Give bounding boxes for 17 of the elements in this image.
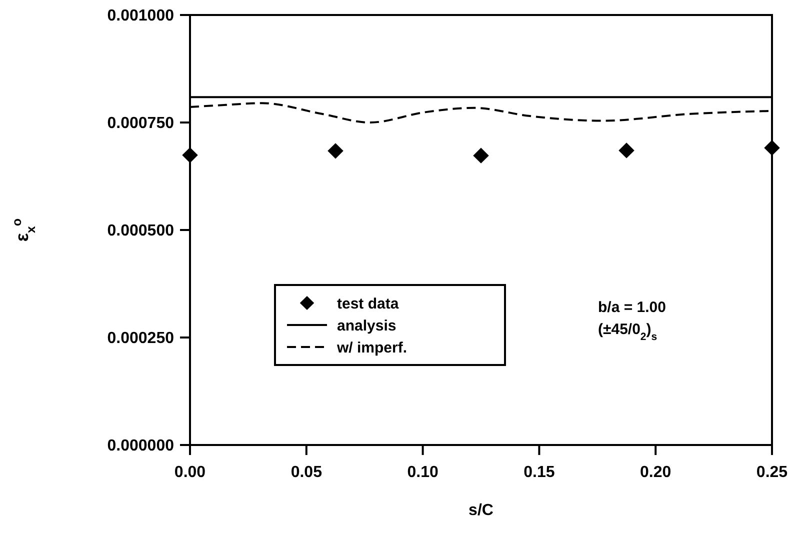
x-tick-label: 0.20 [640, 464, 672, 481]
x-axis-title: s/C [468, 502, 494, 519]
y-tick-label: 0.000000 [107, 438, 174, 455]
y-tick-label: 0.000250 [107, 330, 174, 348]
x-tick-label: 0.15 [524, 464, 555, 481]
x-tick-label: 0.25 [756, 464, 788, 481]
y-tick-label: 0.000500 [107, 222, 174, 240]
y-tick-label: 0.000750 [107, 115, 174, 132]
y-tick-label: 0.001000 [107, 8, 174, 25]
annotation: (±45/0$_{2}$)$_{s}$ [598, 321, 658, 343]
legend-label: test data [337, 295, 400, 312]
annotation: b/a = 1.00 [598, 299, 666, 316]
x-tick-label: 0.05 [290, 464, 322, 481]
legend-label: w/ imperf. [336, 339, 408, 356]
legend-label: analysis [337, 317, 396, 334]
x-tick-label: 0.00 [174, 464, 206, 481]
x-tick-label: 0.10 [407, 464, 438, 481]
